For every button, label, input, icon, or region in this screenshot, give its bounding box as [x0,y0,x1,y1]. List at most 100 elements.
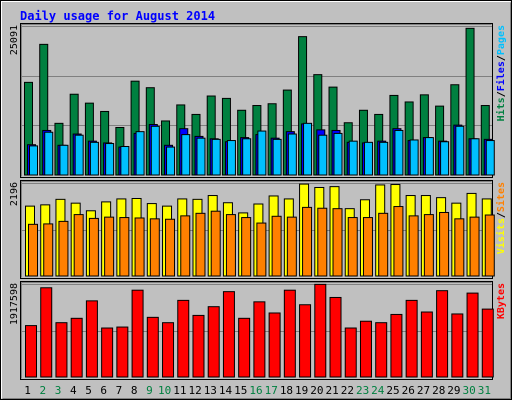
x-tick-label-2: 2 [40,384,47,397]
bar-pages-day-27 [424,137,434,176]
bar-sites-day-30 [469,216,480,277]
x-tick-label-15: 15 [234,384,247,397]
bar-sites-day-2 [43,223,54,277]
legend: KBytes [496,283,507,319]
y-max-label: 2196 [9,182,20,206]
bar-sites-day-18 [286,216,297,277]
bar-pages-day-25 [394,129,404,176]
bar-sites-day-27 [423,214,434,277]
bar-sites-day-10 [165,218,176,277]
x-tick-label-5: 5 [85,384,92,397]
bar-kbytes-day-28 [436,290,449,378]
bar-kbytes-day-5 [85,300,98,378]
bar-kbytes-day-1 [25,325,37,378]
frame-highlight [1,1,511,399]
bar-sites-day-1 [28,223,38,277]
legend: Visits/Sites [495,182,507,254]
x-tick-label-6: 6 [100,384,107,397]
bar-sites-day-19 [302,206,313,277]
x-tick-label-1: 1 [24,384,31,397]
bar-pages-day-31 [485,140,495,176]
bar-pages-day-28 [440,141,450,176]
bar-pages-day-7 [120,145,130,176]
legend-separator: / [496,55,507,61]
panel-visits-sites: 2196 Visits/Sites [9,180,507,279]
bar-pages-day-4 [74,134,84,176]
bar-kbytes-day-8 [131,289,144,378]
bar-sites-day-17 [271,215,282,277]
x-tick-label-27: 27 [417,384,430,397]
bar-pages-day-16 [257,130,267,176]
bar-sites-day-13 [210,210,221,277]
legend-visits: Visits [495,218,507,254]
bar-sites-day-31 [484,214,495,277]
bar-kbytes-day-25 [390,313,403,378]
legend-files: Files [495,61,507,91]
bar-kbytes-day-13 [207,306,220,378]
bar-pages-day-13 [211,138,221,176]
bar-sites-day-26 [408,215,419,277]
x-tick-label-26: 26 [402,384,415,397]
bar-sites-day-29 [454,218,465,277]
x-tick-label-3: 3 [55,384,62,397]
bar-sites-day-11 [180,215,191,277]
bar-pages-day-23 [363,141,373,176]
x-tick-label-7: 7 [116,384,123,397]
bar-sites-day-24 [378,212,389,277]
x-tick-label-18: 18 [280,384,293,397]
bar-sites-day-5 [88,217,99,277]
x-tick-label-24: 24 [371,384,385,397]
frame-shadow [2,2,511,399]
bar-sites-day-20 [317,207,328,277]
bar-kbytes-day-3 [55,322,68,378]
bar-kbytes-day-4 [70,317,83,378]
bar-pages-day-9 [150,125,160,176]
bar-pages-day-24 [379,141,389,176]
y-max-label: 25091 [9,25,20,55]
bar-pages-day-14 [226,140,236,176]
bar-pages-day-29 [455,125,465,176]
bar-kbytes-day-22 [344,327,357,378]
x-tick-label-11: 11 [173,384,186,397]
bar-sites-day-14 [225,214,236,277]
bar-sites-day-22 [347,217,358,277]
bar-sites-day-28 [439,211,450,277]
bar-kbytes-day-24 [375,322,388,378]
bar-kbytes-day-7 [116,326,129,378]
x-tick-label-21: 21 [326,384,339,397]
bar-pages-day-21 [333,132,343,176]
x-tick-label-13: 13 [204,384,217,397]
bar-sites-day-8 [134,217,145,277]
bar-pages-day-15 [242,138,252,176]
x-tick-label-31: 31 [478,384,491,397]
legend-kbytes: KBytes [496,283,507,319]
bar-sites-day-23 [362,217,373,277]
x-tick-label-23: 23 [356,384,369,397]
bar-sites-day-15 [241,217,252,277]
bar-pages-day-3 [59,144,69,176]
bar-pages-day-10 [166,146,176,176]
legend-separator: / [496,91,507,97]
bar-sites-day-6 [104,216,115,277]
bar-pages-day-26 [409,139,419,176]
bar-kbytes-day-10 [162,322,175,378]
bar-sites-day-16 [256,222,267,277]
bar-kbytes-day-6 [101,327,114,378]
bar-sites-day-9 [149,218,160,277]
x-tick-label-29: 29 [447,384,460,397]
x-tick-label-20: 20 [310,384,323,397]
bar-pages-day-19 [303,122,313,176]
bar-pages-day-20 [318,134,328,176]
x-tick-label-28: 28 [432,384,445,397]
bar-sites-day-4 [73,214,84,277]
bar-sites-day-7 [119,217,130,277]
x-tick-label-12: 12 [188,384,201,397]
x-tick-label-30: 30 [463,384,476,397]
bar-kbytes-day-27 [420,311,433,378]
plot-inset [21,282,492,379]
x-tick-label-14: 14 [219,384,233,397]
legend-separator: / [496,212,507,218]
bar-pages-day-30 [470,138,480,176]
